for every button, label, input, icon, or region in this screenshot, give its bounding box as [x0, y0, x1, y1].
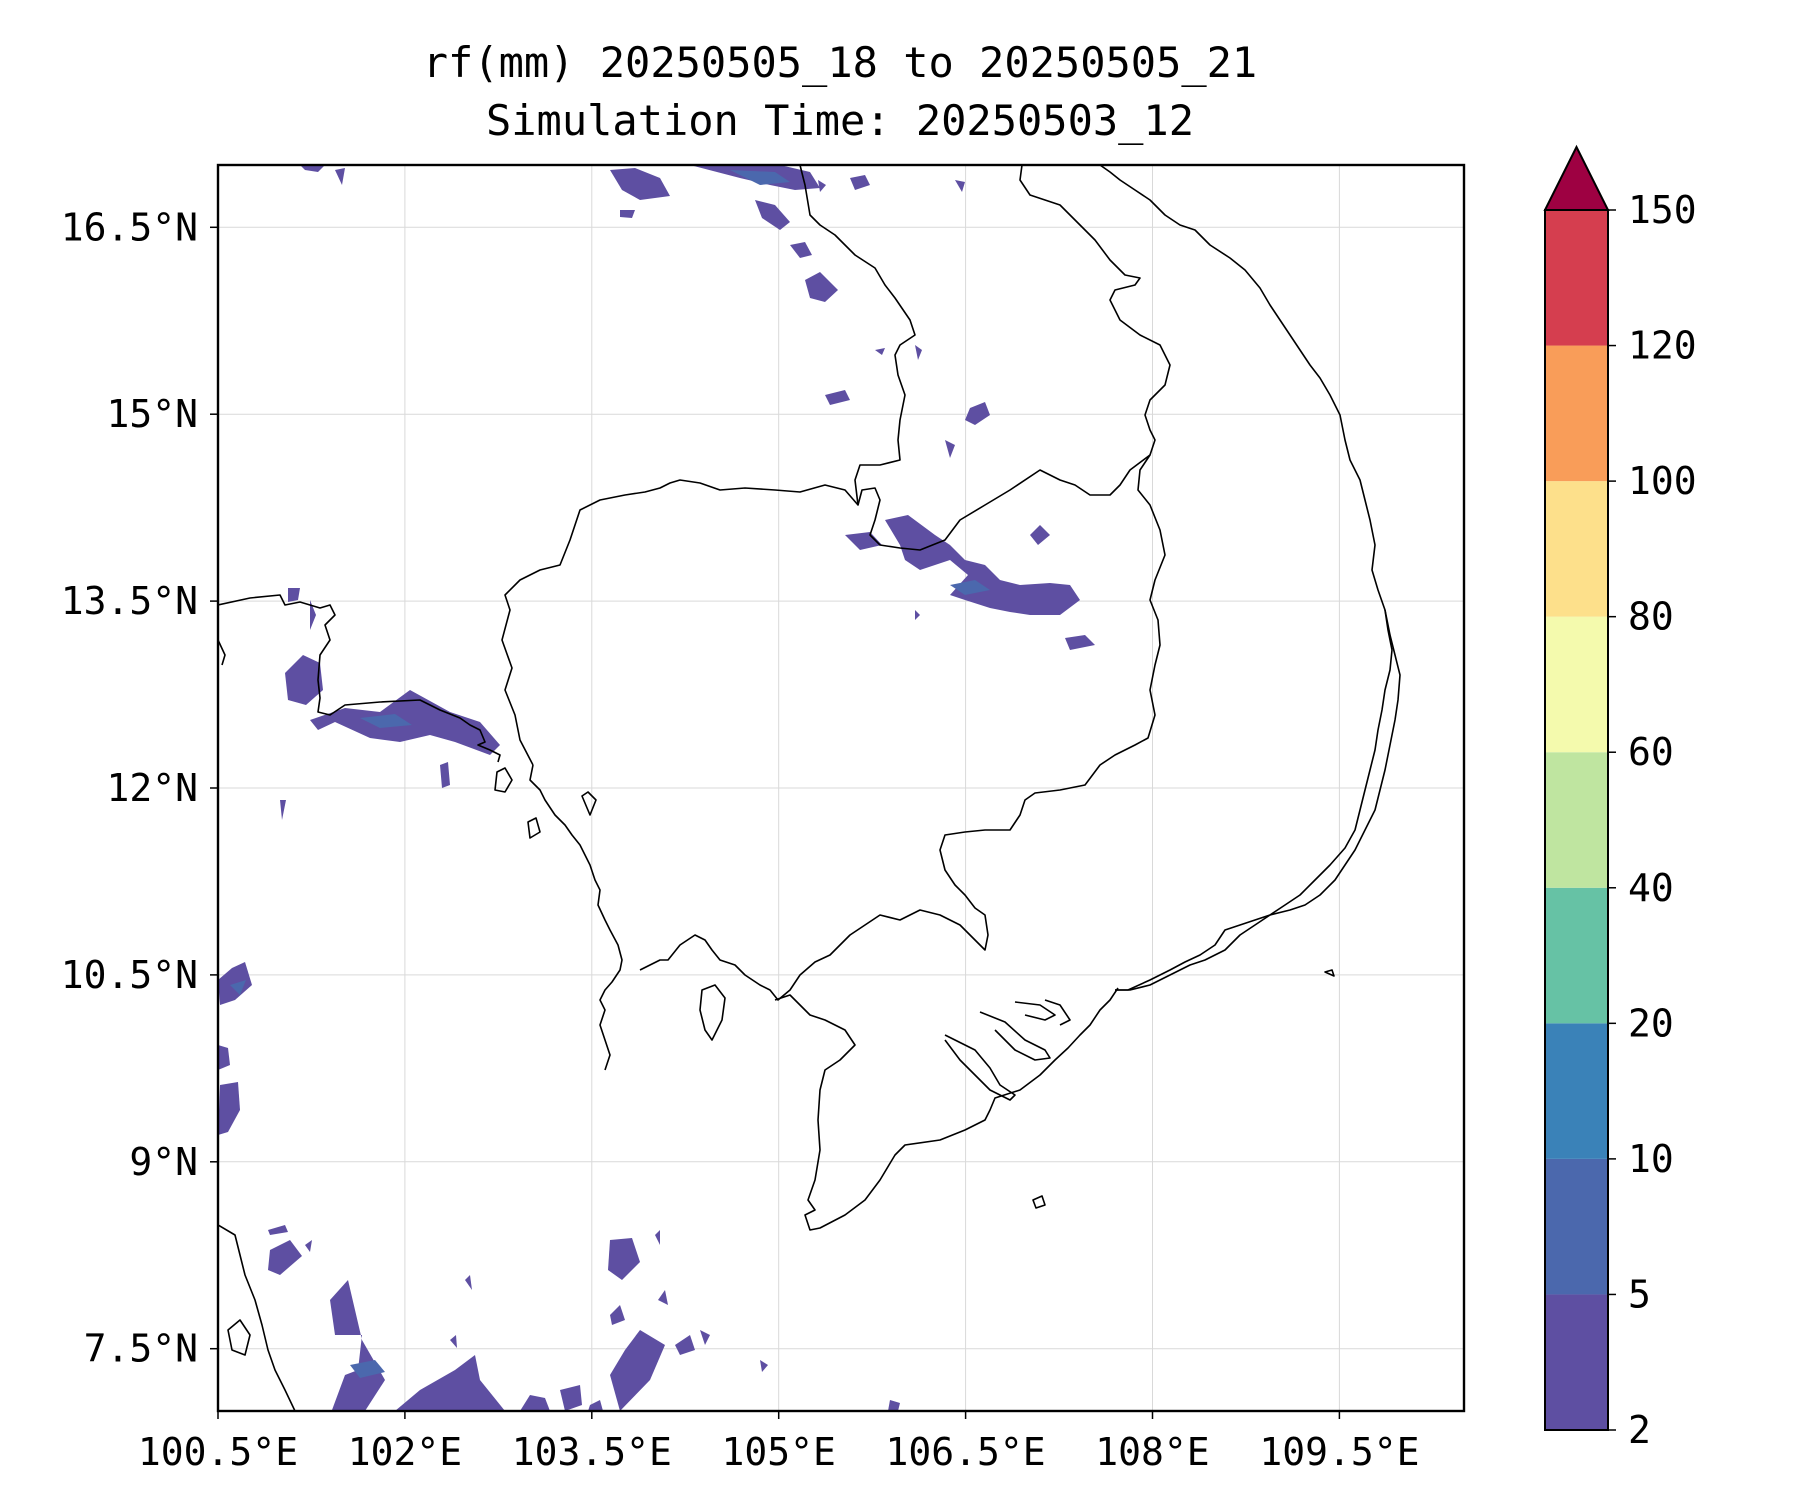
colorbar-frame: [1544, 209, 1609, 1431]
colorbar-label-60: 60: [1628, 730, 1674, 774]
lon-tick-label-6: 109.5°E: [1259, 1430, 1419, 1474]
rainfall-area-west-gulf: [218, 588, 900, 1411]
island-phu-quoc: [699, 984, 726, 1041]
lat-tick-labels: 16.5°N 15°N 13.5°N 12°N 10.5°N 9°N 7.5°N: [61, 205, 198, 1370]
rainfall-area-east-cambodia: [845, 515, 1095, 650]
delta-river-1: [944, 1034, 1016, 1101]
laos-thailand-border: [799, 165, 916, 506]
island-koh-rong: [527, 817, 541, 839]
colorbar-label-10: 10: [1628, 1137, 1674, 1181]
lat-tick-label-0: 16.5°N: [61, 205, 198, 249]
colorbar-band-60: [1545, 616, 1608, 753]
lat-tick-label-2: 13.5°N: [61, 579, 198, 623]
island-phu-quy: [1324, 969, 1335, 977]
delta-river-4: [1044, 999, 1071, 1026]
colorbar-label-100: 100: [1628, 459, 1697, 503]
coastline-south-thai-peninsula: [218, 1224, 296, 1411]
colorbar-band-10: [1545, 1023, 1608, 1159]
lat-tick-label-6: 7.5°N: [84, 1327, 198, 1371]
island-koh-kong: [494, 767, 513, 793]
lat-tick-label-1: 15°N: [106, 392, 198, 436]
colorbar-label-40: 40: [1628, 866, 1674, 910]
map-panel: 100.5°E 102°E 103.5°E 105°E 106.5°E 108°E 109.…: [61, 163, 1466, 1474]
colorbar-band-100: [1545, 345, 1608, 482]
colorbar-label-120: 120: [1628, 324, 1697, 368]
coastline-thailand-west: [218, 639, 226, 666]
colorbar-band-2: [1545, 1294, 1608, 1430]
lon-tick-label-2: 103.5°E: [512, 1430, 672, 1474]
lat-tick-label-3: 12°N: [106, 766, 198, 810]
island-ko-chang: [581, 791, 597, 816]
colorbar-label-2: 2: [1628, 1408, 1651, 1452]
cambodia-west-border: [501, 165, 1171, 766]
colorbar-label-20: 20: [1628, 1001, 1674, 1045]
colorbar-label-150: 150: [1628, 188, 1697, 232]
lon-tick-label-0: 100.5°E: [138, 1430, 298, 1474]
mekong-delta-coast: [774, 987, 1119, 1231]
vietnam-cambodia-border: [639, 454, 1166, 1001]
rainfall-area-mid-intensity: [230, 170, 990, 1378]
lon-tick-labels: 100.5°E 102°E 103.5°E 105°E 106.5°E 108°E 109.…: [138, 1430, 1420, 1474]
coastline-thailand-north: [218, 594, 501, 763]
lon-tick-label-1: 102°E: [348, 1430, 462, 1474]
lat-tick-label-5: 9°N: [129, 1140, 198, 1184]
colorbar-band-20: [1545, 887, 1608, 1024]
figure-title-line1: rf(mm) 20250505_18 to 20250505_21: [423, 38, 1257, 87]
colorbar-band-40: [1545, 752, 1608, 888]
colorbar-band-80: [1545, 481, 1608, 617]
border-thailand-cambodia: [529, 764, 623, 1071]
map-tick-marks: [210, 226, 1341, 1419]
figure-title-line2: Simulation Time: 20250503_12: [486, 96, 1194, 145]
coastlines-and-borders: [218, 165, 1401, 1411]
colorbar-extend-arrow: [1543, 144, 1610, 211]
lon-tick-label-4: 106.5°E: [886, 1430, 1046, 1474]
delta-river-3: [1014, 1001, 1056, 1021]
delta-river-2: [979, 1011, 1051, 1061]
colorbar-band-120: [1545, 210, 1608, 346]
colorbar: 2 5 10 20 40 60 80 100 120 150: [1543, 144, 1697, 1452]
colorbar-label-5: 5: [1628, 1272, 1651, 1316]
map-gridlines: [218, 165, 1464, 1411]
island-con-dao: [1032, 1195, 1046, 1209]
colorbar-label-80: 80: [1628, 595, 1674, 639]
lon-tick-label-3: 105°E: [722, 1430, 836, 1474]
rainfall-shading: [218, 165, 1095, 1411]
colorbar-band-5: [1545, 1158, 1608, 1295]
lon-tick-label-5: 108°E: [1095, 1430, 1209, 1474]
vietnam-south-coast: [1115, 609, 1393, 991]
lat-tick-label-4: 10.5°N: [61, 953, 198, 997]
island-ko-samui: [227, 1319, 251, 1356]
